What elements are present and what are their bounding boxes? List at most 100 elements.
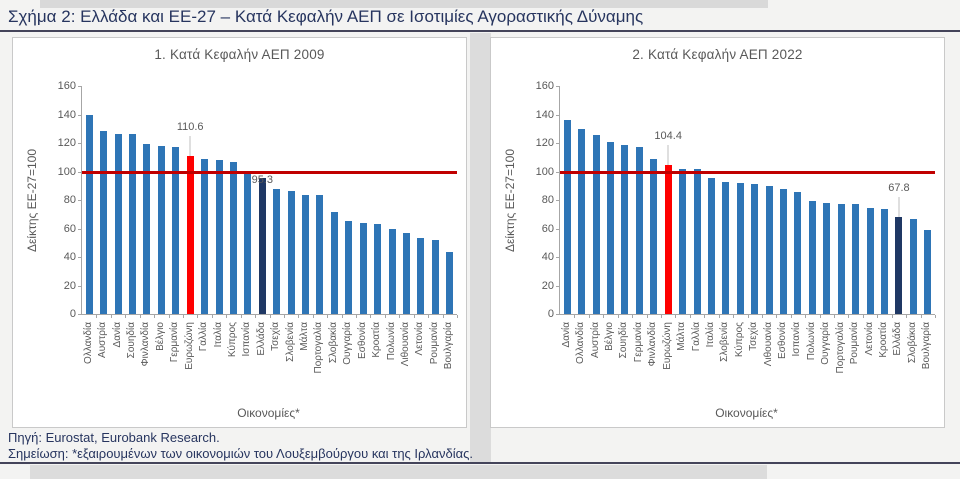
x-tick-mark bbox=[632, 315, 634, 318]
bar-Πολωνία bbox=[388, 228, 396, 314]
chart-panel-2022: 2. Κατά Κεφαλήν ΑΕΠ 2022 Δείκτης ΕΕ-27=1… bbox=[490, 37, 945, 428]
y-tick-mark bbox=[556, 86, 560, 87]
x-tick-mark bbox=[226, 315, 228, 318]
title-underline bbox=[0, 30, 960, 32]
x-tick-label: Πορτογαλία bbox=[834, 322, 846, 374]
x-tick-mark bbox=[675, 315, 677, 318]
x-tick-label: Σλοβάκια bbox=[906, 322, 918, 364]
y-tick-mark bbox=[556, 228, 560, 230]
y-tick-label: 120 bbox=[57, 137, 76, 149]
plot-area-2009: 0 20 40 60 80 100 120 140 160 110.6 95.3 bbox=[58, 80, 458, 320]
x-tick-label: Μάλτα bbox=[299, 322, 311, 351]
x-tick-mark bbox=[761, 315, 763, 318]
y-axis-title: Δείκτης ΕΕ-27=100 bbox=[25, 148, 39, 252]
y-tick-mark bbox=[78, 171, 82, 173]
x-tick-label: Ελλάδα bbox=[255, 322, 267, 356]
x-tick-label: Σλοβενία bbox=[284, 322, 296, 362]
y-tick-mark bbox=[556, 257, 560, 258]
x-tick-mark bbox=[891, 315, 893, 318]
x-tick-mark bbox=[255, 315, 257, 318]
background-strip-bottom bbox=[30, 465, 767, 479]
x-tick-mark bbox=[154, 315, 156, 318]
y-tick-mark bbox=[78, 285, 82, 287]
x-axis-title: Οικονομίες* bbox=[237, 406, 300, 420]
bar-Σουηδία bbox=[128, 134, 136, 314]
y-tick-label: 60 bbox=[63, 222, 76, 235]
bar-Πορτογαλία bbox=[316, 195, 324, 314]
y-tick-label: 0 bbox=[69, 308, 76, 320]
annotation-leader-line bbox=[898, 197, 900, 218]
bar-Ελλάδα bbox=[258, 178, 266, 314]
x-tick-mark bbox=[588, 315, 590, 318]
y-tick-label: 80 bbox=[541, 194, 554, 206]
x-tick-mark bbox=[283, 315, 285, 318]
x-tick-label: Ευρωζώνη bbox=[661, 322, 673, 370]
bar-Ουγγαρία bbox=[345, 221, 353, 314]
bar-Γερμανία bbox=[172, 147, 180, 314]
x-tick-mark bbox=[399, 315, 401, 318]
x-tick-mark bbox=[920, 315, 922, 318]
y-tick-label: 0 bbox=[547, 308, 554, 320]
bar-Πολωνία bbox=[808, 200, 816, 314]
y-tick-label: 100 bbox=[57, 165, 76, 178]
bar-Δανία bbox=[114, 133, 122, 314]
bar-value-label: 95.3 bbox=[251, 174, 273, 187]
x-tick-label: Βέλγιο bbox=[154, 322, 166, 351]
x-tick-mark bbox=[327, 315, 329, 318]
y-tick-label: 160 bbox=[535, 80, 554, 92]
x-tick-label: Σλοβενία bbox=[719, 322, 731, 362]
bar-Εσθονία bbox=[359, 222, 367, 314]
x-tick-mark bbox=[168, 315, 170, 318]
x-tick-label: Ευρωζώνη bbox=[183, 322, 195, 370]
x-tick-mark bbox=[646, 315, 648, 318]
y-tick-mark bbox=[78, 257, 82, 258]
bar-Ρουμανία bbox=[852, 204, 860, 314]
x-tick-mark bbox=[689, 315, 691, 318]
chart-title-2009: 1. Κατά Κεφαλήν ΑΕΠ 2009 bbox=[154, 47, 325, 62]
x-tick-mark bbox=[574, 315, 576, 318]
x-tick-label: Γερμανία bbox=[169, 322, 181, 363]
x-tick-label: Ουγγαρία bbox=[342, 322, 354, 365]
x-tick-label: Ολλανδία bbox=[575, 322, 587, 364]
x-tick-label: Κροατία bbox=[371, 322, 383, 358]
bar-Γαλλία bbox=[201, 158, 209, 314]
y-tick-label: 40 bbox=[541, 251, 554, 263]
x-tick-label: Ιταλία bbox=[704, 322, 716, 348]
bar-Λετονία bbox=[866, 207, 874, 314]
y-tick-label: 120 bbox=[535, 137, 554, 149]
x-tick-label: Κύπρος bbox=[226, 322, 238, 358]
y-tick-mark bbox=[556, 314, 560, 315]
x-tick-mark bbox=[704, 315, 706, 318]
y-tick-mark bbox=[78, 86, 82, 87]
x-tick-label: Φινλανδία bbox=[647, 322, 659, 367]
x-tick-mark bbox=[457, 315, 458, 318]
x-tick-mark bbox=[341, 315, 343, 318]
y-tick-mark bbox=[78, 114, 82, 116]
x-tick-mark bbox=[110, 315, 112, 318]
x-tick-label: Εσθονία bbox=[356, 322, 368, 359]
x-tick-label: Ρουμανία bbox=[428, 322, 440, 365]
y-tick-mark bbox=[556, 171, 560, 173]
bar-Ισπανία bbox=[794, 192, 802, 314]
x-tick-mark bbox=[240, 315, 242, 318]
y-tick-label: 140 bbox=[57, 108, 76, 121]
y-tick-label: 160 bbox=[57, 80, 76, 92]
bar-Κροατία bbox=[881, 209, 889, 314]
x-tick-label: Σουηδία bbox=[618, 322, 630, 359]
x-axis-labels-2022: Δανία Ολλανδία Αυστρία Βέλγιο Σουηδία Γερμανί… bbox=[559, 318, 934, 410]
annotation-leader-line bbox=[189, 136, 191, 157]
x-tick-label: Βέλγιο bbox=[603, 322, 615, 351]
x-tick-mark bbox=[269, 315, 271, 318]
y-tick-label: 100 bbox=[535, 165, 554, 178]
x-tick-mark bbox=[312, 315, 314, 318]
y-tick-mark bbox=[556, 143, 560, 144]
x-tick-label: Ουγγαρία bbox=[820, 322, 832, 365]
x-tick-label: Ισπανία bbox=[791, 322, 803, 357]
page-title: Σχήμα 2: Ελλάδα και ΕΕ-27 – Κατά Κεφαλήν… bbox=[8, 7, 644, 26]
bar-value-label: 104.4 bbox=[654, 130, 682, 143]
x-tick-label: Ιταλία bbox=[212, 322, 224, 348]
x-tick-label: Μάλτα bbox=[676, 322, 688, 351]
x-tick-mark bbox=[819, 315, 821, 318]
x-tick-label: Κροατία bbox=[878, 322, 890, 358]
bar-Εσθονία bbox=[780, 189, 788, 314]
